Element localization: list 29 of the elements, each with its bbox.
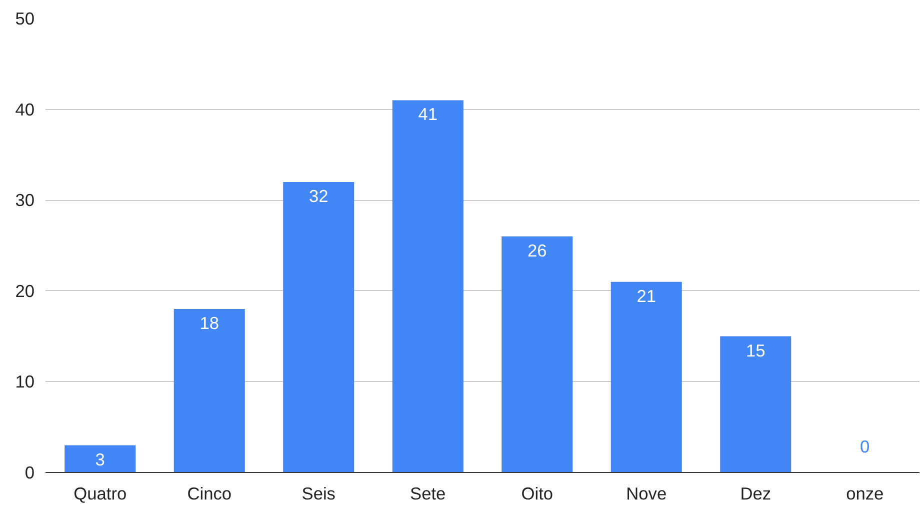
bar xyxy=(610,282,682,472)
bar xyxy=(502,236,573,472)
y-tick-label: 20 xyxy=(15,280,35,301)
x-tick-label: Cinco xyxy=(187,484,232,504)
x-tick-label: Oito xyxy=(521,484,554,504)
y-tick-label: 50 xyxy=(15,8,35,28)
data-label: 26 xyxy=(527,240,547,260)
data-label: 21 xyxy=(636,286,656,306)
bar xyxy=(174,309,245,472)
x-tick-label: Dez xyxy=(740,484,772,504)
y-tick-label: 30 xyxy=(15,190,35,210)
x-tick-label: Quatro xyxy=(74,484,127,504)
data-label: 3 xyxy=(95,449,105,470)
data-label: 18 xyxy=(200,313,220,334)
y-tick-label: 0 xyxy=(24,462,35,482)
data-label: 32 xyxy=(308,186,328,206)
x-tick-label: Sete xyxy=(410,484,446,504)
x-tick-label: Nove xyxy=(626,484,667,504)
y-tick-label: 40 xyxy=(15,99,35,120)
bar xyxy=(283,182,354,472)
bar xyxy=(392,100,464,472)
x-tick-label: onze xyxy=(846,484,884,504)
data-label: 41 xyxy=(418,104,438,124)
data-label: 0 xyxy=(860,436,870,456)
bar xyxy=(720,336,792,472)
bar xyxy=(64,445,136,472)
data-label: 15 xyxy=(746,340,766,360)
x-tick-label: Seis xyxy=(302,484,336,504)
y-tick-label: 10 xyxy=(15,372,35,392)
